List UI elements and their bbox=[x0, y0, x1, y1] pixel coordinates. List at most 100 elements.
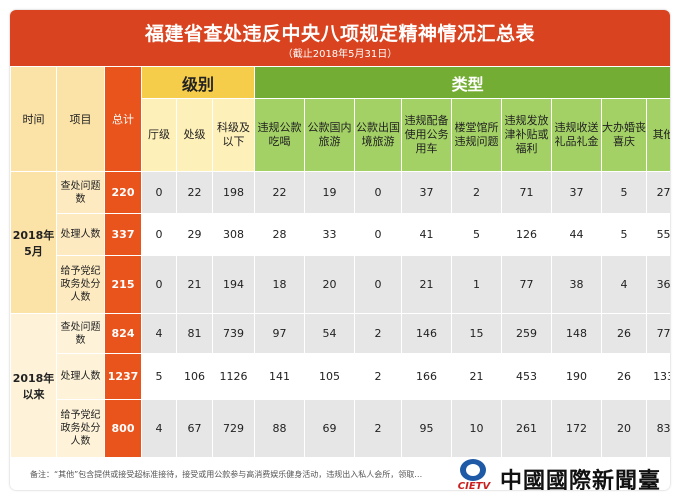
table-header: 福建省查处违反中央八项规定精神情况汇总表 （截止2018年5月31日） bbox=[10, 10, 670, 66]
table-cell: 4 bbox=[141, 313, 177, 354]
table-cell: 729 bbox=[211, 399, 256, 458]
table-cell: 0 bbox=[141, 171, 177, 214]
globe-icon bbox=[460, 459, 486, 481]
table-cell: 88 bbox=[254, 399, 306, 458]
table-cell: 0 bbox=[354, 255, 403, 314]
row-total: 215 bbox=[104, 255, 142, 314]
row-group-time: 2018年以来 bbox=[10, 313, 57, 458]
table-cell: 146 bbox=[401, 313, 453, 354]
table-row: 2018年5月 查处问题数 220 0 22 198 22 19 0 37 2 71 37 5 27 bbox=[10, 171, 670, 314]
col-header-type: 公款国内旅游 bbox=[304, 98, 356, 172]
table-cell: 5 bbox=[141, 353, 177, 400]
logo-text: CIETV bbox=[457, 481, 491, 490]
table-cell: 77 bbox=[646, 313, 670, 354]
table-cell: 4 bbox=[141, 399, 177, 458]
table-cell: 15 bbox=[451, 313, 503, 354]
table-cell: 1126 bbox=[211, 353, 256, 400]
table-cell: 0 bbox=[141, 255, 177, 314]
row-item-label: 查处问题数 bbox=[56, 313, 105, 354]
table-cell: 41 bbox=[401, 213, 453, 256]
table-cell: 18 bbox=[254, 255, 306, 314]
table-cell: 21 bbox=[401, 255, 453, 314]
col-header-item: 项目 bbox=[56, 66, 105, 172]
table-cell: 0 bbox=[141, 213, 177, 256]
table-cell: 141 bbox=[254, 353, 306, 400]
table-cell: 22 bbox=[254, 171, 306, 214]
col-header-total: 总计 bbox=[104, 66, 142, 172]
page-title: 福建省查处违反中央八项规定精神情况汇总表 bbox=[144, 23, 535, 45]
table-cell: 19 bbox=[304, 171, 356, 214]
table-cell: 261 bbox=[501, 399, 553, 458]
table-cell: 198 bbox=[211, 171, 256, 214]
table-cell: 453 bbox=[501, 353, 553, 400]
row-item-label: 处理人数 bbox=[56, 353, 105, 400]
table-cell: 166 bbox=[401, 353, 453, 400]
watermark-logo: CIETV 中國國際新聞臺 bbox=[452, 457, 670, 490]
table-cell: 190 bbox=[551, 353, 603, 400]
col-header-level: 处级 bbox=[176, 98, 213, 172]
table-cell: 37 bbox=[551, 171, 603, 214]
col-header-type: 违规发放津补贴或福利 bbox=[501, 98, 553, 172]
row-group-time: 2018年5月 bbox=[10, 171, 57, 314]
table-cell: 27 bbox=[646, 171, 670, 214]
row-item-label: 给予党纪政务处分人数 bbox=[56, 399, 105, 458]
footnote: 备注：“其他”包含提供或接受超标准接待，接受或用公款参与高消费娱乐健身活动，违规… bbox=[30, 470, 423, 479]
table-cell: 95 bbox=[401, 399, 453, 458]
col-header-level: 厅级 bbox=[141, 98, 177, 172]
table-cell: 2 bbox=[354, 353, 403, 400]
group-header-level: 级别 bbox=[140, 66, 256, 99]
table-cell: 4 bbox=[601, 255, 648, 314]
col-header-type: 大办婚丧喜庆 bbox=[601, 98, 648, 172]
table-cell: 126 bbox=[501, 213, 553, 256]
row-total: 220 bbox=[104, 171, 142, 214]
summary-table: 时间 项目 总计 级别 类型 厅级 处级 科级及以下 违规公款吃喝 公款国内旅游 公款出国… bbox=[10, 66, 670, 458]
row-total: 800 bbox=[104, 399, 142, 458]
table-cell: 0 bbox=[354, 171, 403, 214]
table-cell: 5 bbox=[601, 213, 648, 256]
col-header-type: 违规收送礼品礼金 bbox=[551, 98, 603, 172]
table-cell: 54 bbox=[304, 313, 356, 354]
table-cell: 29 bbox=[176, 213, 213, 256]
row-item-label: 查处问题数 bbox=[56, 171, 105, 214]
summary-card: 福建省查处违反中央八项规定精神情况汇总表 （截止2018年5月31日） 时间 项… bbox=[10, 10, 670, 490]
table-row: 处理人数 337 0 29 308 28 33 0 41 5 126 44 5 55 bbox=[11, 213, 670, 256]
table-row: 2018年以来 查处问题数 824 4 81 739 97 54 2 146 15 259 148 26 7… bbox=[10, 313, 670, 458]
table-cell: 26 bbox=[601, 353, 648, 400]
table-cell: 55 bbox=[646, 213, 670, 256]
table-cell: 21 bbox=[451, 353, 503, 400]
col-header-type: 公款出国境旅游 bbox=[354, 98, 403, 172]
table-cell: 37 bbox=[401, 171, 453, 214]
table-cell: 148 bbox=[551, 313, 603, 354]
table-cell: 77 bbox=[501, 255, 553, 314]
table-cell: 2 bbox=[354, 399, 403, 458]
col-header-type: 其他 bbox=[646, 98, 670, 172]
table-cell: 44 bbox=[551, 213, 603, 256]
table-cell: 26 bbox=[601, 313, 648, 354]
row-total: 337 bbox=[104, 213, 142, 256]
table-cell: 28 bbox=[254, 213, 306, 256]
table-cell: 22 bbox=[176, 171, 213, 214]
table-cell: 5 bbox=[601, 171, 648, 214]
table-cell: 259 bbox=[501, 313, 553, 354]
table-cell: 36 bbox=[646, 255, 670, 314]
table-cell: 2 bbox=[451, 171, 503, 214]
table-cell: 2 bbox=[354, 313, 403, 354]
table-cell: 105 bbox=[304, 353, 356, 400]
table-row: 给予党纪政务处分人数 800 4 67 729 88 69 2 95 10 261 172 20 83 bbox=[11, 399, 670, 458]
col-header-level: 科级及以下 bbox=[211, 98, 256, 172]
table-cell: 71 bbox=[501, 171, 553, 214]
table-cell: 194 bbox=[211, 255, 256, 314]
table-cell: 69 bbox=[304, 399, 356, 458]
table-row: 处理人数12375106112614110521662145319026133 bbox=[11, 353, 670, 400]
table-cell: 20 bbox=[601, 399, 648, 458]
row-item-label: 给予党纪政务处分人数 bbox=[56, 255, 105, 314]
table-cell: 20 bbox=[304, 255, 356, 314]
table-cell: 106 bbox=[176, 353, 213, 400]
table-cell: 133 bbox=[646, 353, 670, 400]
table-cell: 1 bbox=[451, 255, 503, 314]
row-item-label: 处理人数 bbox=[56, 213, 105, 256]
table-cell: 67 bbox=[176, 399, 213, 458]
table-cell: 83 bbox=[646, 399, 670, 458]
brand-name: 中國國際新聞臺 bbox=[500, 469, 662, 490]
row-total: 1237 bbox=[104, 353, 142, 400]
